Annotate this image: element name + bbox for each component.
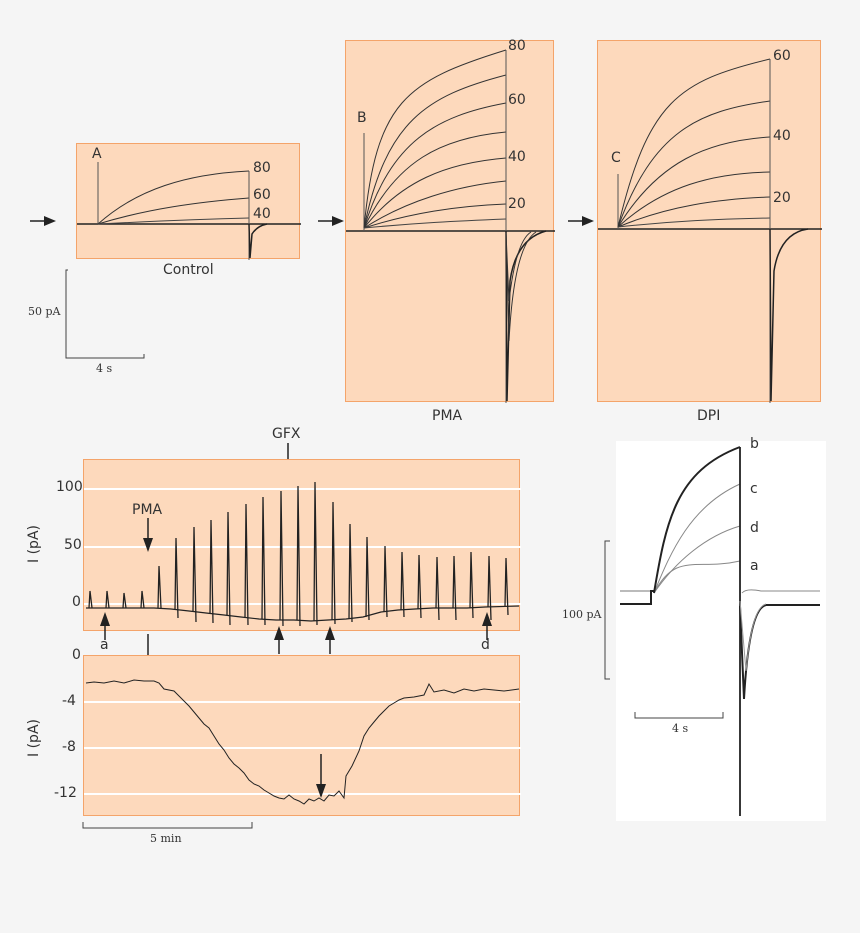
control-label-60: 60 xyxy=(253,187,271,203)
arrow-right-icon xyxy=(568,216,594,226)
panel-control xyxy=(76,143,301,260)
overlay-label-c: c xyxy=(750,481,758,497)
ytick-neg12: -12 xyxy=(54,785,77,801)
scalebar-5min-label: 5 min xyxy=(150,832,182,845)
overlay-traces xyxy=(620,446,820,816)
panel-timecourse-holding xyxy=(83,655,521,816)
ytick-neg8: -8 xyxy=(62,739,76,755)
overlay-label-a: a xyxy=(750,558,759,574)
overlay-label-b: b xyxy=(750,436,759,452)
dpi-label-40: 40 xyxy=(773,128,791,144)
panel-letter-b: B xyxy=(357,110,367,126)
scalebar-5min xyxy=(82,822,253,829)
pma-label-40: 40 xyxy=(508,149,526,165)
pma-arrow-icon xyxy=(143,518,153,552)
dpi-label-60: 60 xyxy=(773,48,791,64)
control-label-40: 40 xyxy=(253,206,271,222)
arrow-right-icon xyxy=(30,216,56,226)
panel-pma xyxy=(345,40,555,403)
ytick-0: 0 xyxy=(72,594,81,610)
overlay-scalebar-vertical xyxy=(604,540,610,680)
marker-d-arrow-icon xyxy=(482,612,492,640)
dpi-label-20: 20 xyxy=(773,190,791,206)
panel-letter-c: C xyxy=(611,150,621,166)
panel-overlay xyxy=(616,441,826,821)
caption-dpi: DPI xyxy=(697,408,721,424)
bottom-ylabel: I (pA) xyxy=(25,719,42,757)
marker-b-arrow-icon xyxy=(274,626,284,654)
control-traces xyxy=(77,162,301,260)
ytick-50: 50 xyxy=(64,537,82,553)
timecourse-peak-trace xyxy=(84,481,521,627)
caption-control: Control xyxy=(163,262,214,278)
panel-timecourse-peak xyxy=(83,459,521,631)
pma-label-80: 80 xyxy=(508,38,526,54)
overlay-scalebar-horizontal-label: 4 s xyxy=(672,722,689,735)
pma-label-60: 60 xyxy=(508,92,526,108)
ytick-neg4: -4 xyxy=(62,693,76,709)
ytick-0b: 0 xyxy=(72,647,81,663)
scalebar-top-horizontal: 4 s xyxy=(96,362,113,375)
dpi-traces xyxy=(598,58,822,403)
marker-c-arrow-icon xyxy=(325,626,335,654)
timecourse-holding-trace xyxy=(84,679,521,805)
scalebar-top xyxy=(65,269,145,359)
top-ylabel: I (pA) xyxy=(25,525,42,563)
overlay-scalebar-vertical-label: 100 pA xyxy=(562,608,602,621)
caption-pma: PMA xyxy=(432,408,463,424)
overlay-label-d: d xyxy=(750,520,759,536)
pma-label-20: 20 xyxy=(508,196,526,212)
panel-dpi xyxy=(597,40,822,403)
panel-letter-a: A xyxy=(92,146,102,162)
scalebar-top-vertical: 50 pA xyxy=(28,305,61,318)
pma-traces xyxy=(346,49,555,403)
overlay-scalebar-horizontal xyxy=(634,712,724,719)
ytick-100: 100 xyxy=(56,479,83,495)
marker-d-label: d xyxy=(481,637,490,653)
marker-a-arrow-icon xyxy=(100,612,110,640)
marker-a-label: a xyxy=(100,637,109,653)
arrow-right-icon xyxy=(318,216,344,226)
control-label-80: 80 xyxy=(253,160,271,176)
pma-annotation: PMA xyxy=(132,502,163,518)
gfx-label: GFX xyxy=(272,426,301,442)
